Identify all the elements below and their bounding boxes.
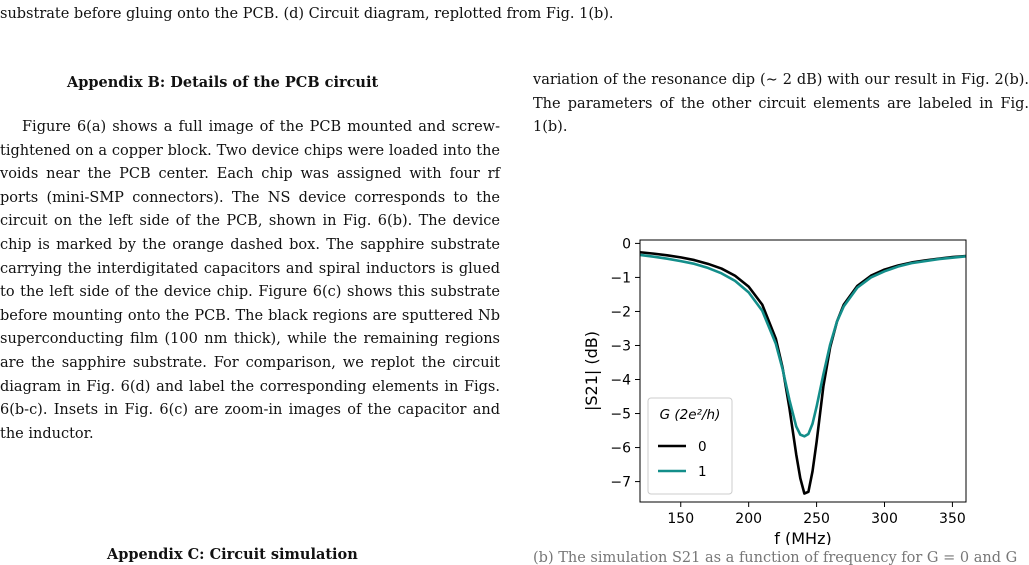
plot-frame — [639, 239, 967, 503]
y-tick-label--5: −5 — [610, 407, 631, 423]
right-column-bottom-fragment: (b) The simulation S21 as a function of … — [533, 550, 1018, 565]
y-tick-label--6: −6 — [610, 441, 631, 457]
appendix-c-heading: Appendix C: Circuit simulation — [107, 546, 358, 563]
appendix-b-heading: Appendix B: Details of the PCB circuit — [67, 74, 379, 91]
x-tick-label-300: 300 — [871, 511, 898, 527]
figure-caption-tail: substrate before gluing onto the PCB. (d… — [0, 6, 614, 22]
right-column-text: variation of the resonance dip (∼ 2 dB) … — [533, 69, 1029, 140]
x-tick-label-150: 150 — [667, 511, 694, 527]
s21-chart: 150 200 250 300 350 0 −1 −2 −3 −4 −5 −6 −7 f (MHz) |S2… — [582, 236, 967, 545]
x-tick-label-250: 250 — [803, 511, 830, 527]
y-tick-label--1: −1 — [610, 270, 631, 286]
y-axis-label: |S21| (dB) — [582, 331, 601, 411]
appendix-b-body: Figure 6(a) shows a full image of the PC… — [0, 116, 500, 446]
y-tick-label--3: −3 — [610, 338, 631, 354]
y-tick-label--4: −4 — [610, 373, 631, 389]
y-tick-label-0: 0 — [622, 236, 631, 252]
right-column-paragraph: variation of the resonance dip (∼ 2 dB) … — [533, 72, 1029, 136]
x-tick-label-200: 200 — [735, 511, 762, 527]
legend-label-0: 0 — [698, 439, 707, 455]
appendix-b-paragraph: Figure 6(a) shows a full image of the PC… — [0, 119, 500, 442]
x-tick-label-350: 350 — [939, 511, 966, 527]
x-axis-label: f (MHz) — [774, 529, 831, 545]
legend-title: G (2e²/h) — [660, 407, 721, 423]
series-line-1 — [639, 253, 967, 438]
y-tick-label--7: −7 — [610, 475, 631, 491]
legend-label-1: 1 — [698, 464, 707, 480]
y-tick-label--2: −2 — [610, 304, 631, 320]
